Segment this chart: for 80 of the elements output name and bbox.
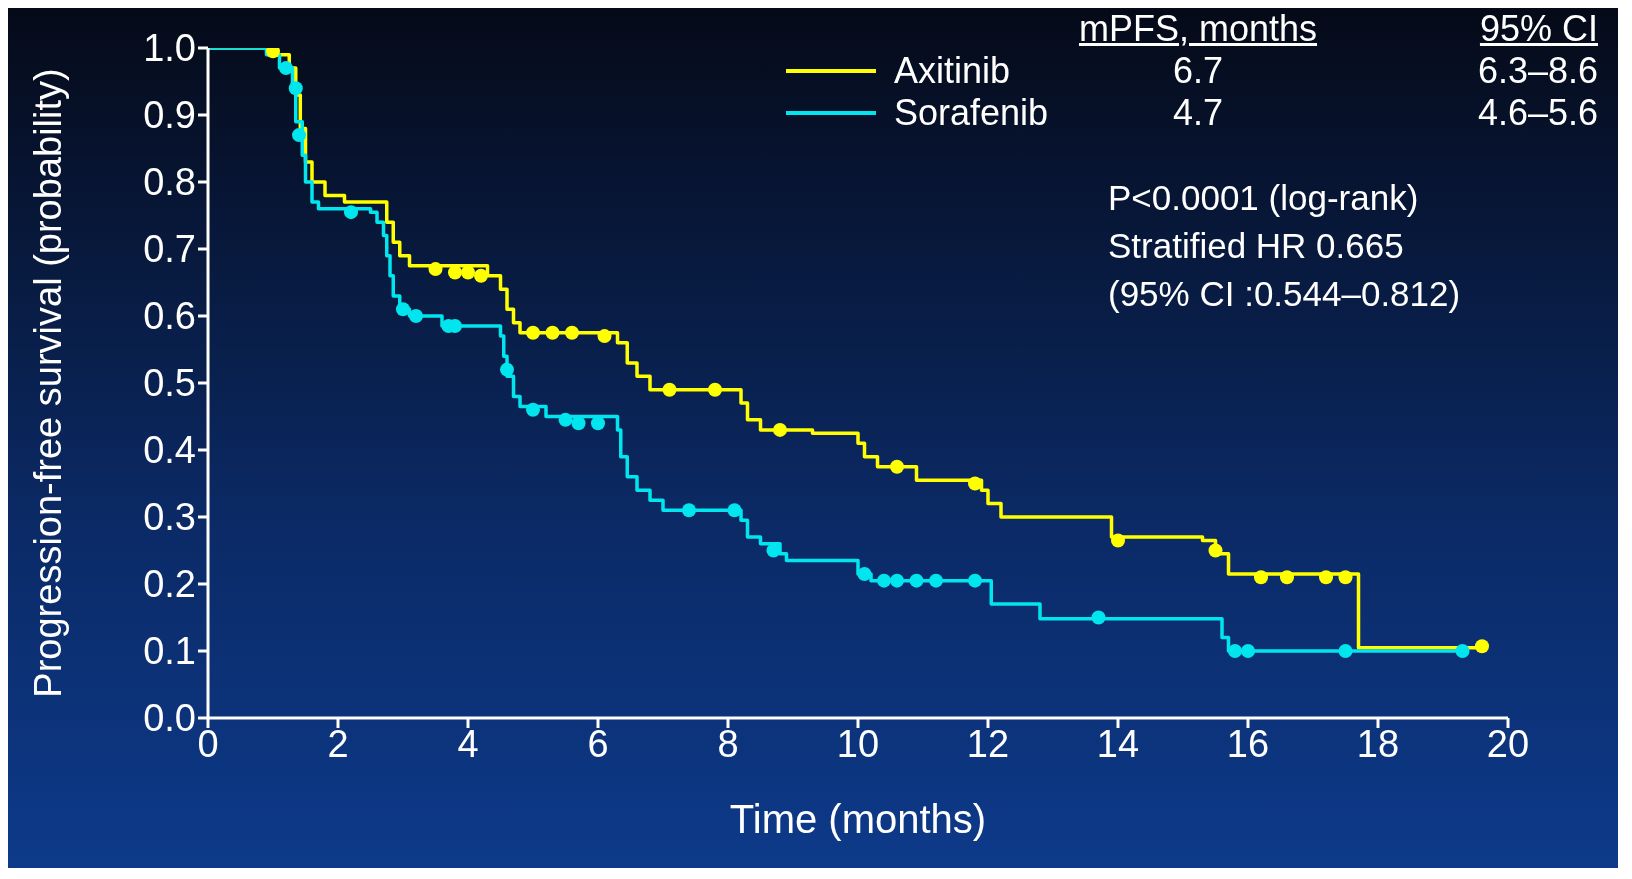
- point: [1475, 639, 1489, 654]
- point: [409, 309, 423, 323]
- point: [1241, 644, 1255, 658]
- point: [857, 566, 872, 581]
- point: [968, 573, 982, 588]
- point: [1254, 570, 1268, 585]
- x-tick-label: 8: [717, 722, 739, 765]
- point: [526, 402, 540, 417]
- point: [396, 302, 410, 317]
- point: [474, 268, 488, 283]
- point: [288, 81, 303, 96]
- y-tick-label: 0.6: [143, 295, 196, 338]
- y-tick-label: 0.8: [143, 161, 196, 204]
- point: [448, 265, 462, 280]
- y-axis-title: Progression-free survival (probability): [27, 68, 70, 698]
- point: [1338, 644, 1353, 658]
- y-tick-label: 0.2: [143, 563, 196, 606]
- point: [909, 573, 924, 588]
- y-tick-label: 0.4: [143, 429, 196, 472]
- point: [1319, 570, 1333, 585]
- y-tick-label: 0.5: [143, 362, 196, 405]
- point: [461, 265, 475, 280]
- point: [890, 573, 904, 588]
- point: [344, 205, 358, 220]
- point: [500, 362, 514, 377]
- point: [1208, 543, 1223, 558]
- x-tick-label: 6: [587, 722, 609, 765]
- point: [279, 61, 293, 76]
- annotation: (95% CI :0.544–0.812): [1108, 273, 1462, 315]
- annotation: 6.3–8.6: [1476, 50, 1598, 92]
- point: [1091, 610, 1106, 625]
- point: [526, 325, 540, 340]
- point: [727, 503, 742, 518]
- point: [292, 128, 306, 143]
- x-tick-label: 12: [966, 722, 1010, 765]
- point: [773, 422, 787, 437]
- x-tick-label: 10: [836, 722, 880, 765]
- x-axis-title: Time (months): [729, 797, 987, 841]
- y-tick-label: 0.0: [143, 697, 196, 740]
- point: [1280, 570, 1294, 585]
- annotation: 6.7: [1171, 50, 1224, 92]
- point: [428, 262, 443, 277]
- point: [877, 573, 891, 588]
- point: [545, 325, 560, 340]
- y-tick-label: 0.1: [143, 630, 196, 673]
- point: [968, 476, 982, 491]
- point: [591, 416, 605, 431]
- x-tick-label: 20: [1486, 722, 1530, 765]
- point: [1455, 644, 1470, 658]
- x-tick-label: 4: [457, 722, 479, 765]
- annotation: Stratified HR 0.665: [1108, 225, 1405, 267]
- point: [1338, 570, 1353, 585]
- y-tick-label: 0.9: [143, 94, 196, 137]
- annotation: 4.6–5.6: [1476, 92, 1598, 134]
- x-tick-label: 14: [1096, 722, 1140, 765]
- annotation: 95% CI: [1478, 8, 1598, 50]
- point: [597, 329, 612, 344]
- legend-label: Sorafenib: [893, 92, 1048, 134]
- x-tick-label: 16: [1226, 722, 1270, 765]
- point: [558, 412, 573, 427]
- annotation: 4.7: [1171, 92, 1224, 134]
- x-tick-label: 0: [197, 722, 219, 765]
- point: [929, 573, 943, 588]
- legend-label: Axitinib: [893, 50, 1010, 92]
- point: [890, 459, 904, 474]
- annotation: P<0.0001 (log-rank): [1108, 177, 1420, 219]
- point: [571, 416, 586, 431]
- x-tick-label: 2: [327, 722, 349, 765]
- point: [1111, 533, 1125, 548]
- annotation: mPFS, months: [1077, 8, 1319, 50]
- x-tick-label: 18: [1356, 722, 1400, 765]
- y-tick-label: 0.7: [143, 228, 196, 271]
- point: [766, 543, 781, 558]
- point: [565, 325, 579, 340]
- point: [1228, 644, 1242, 658]
- point: [708, 382, 722, 397]
- y-tick-label: 0.3: [143, 496, 196, 539]
- point: [682, 503, 696, 518]
- point: [662, 382, 677, 397]
- y-tick-label: 1.0: [143, 27, 196, 70]
